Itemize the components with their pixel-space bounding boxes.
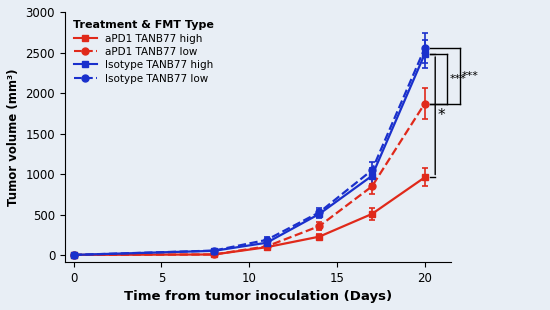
Y-axis label: Tumor volume (mm³): Tumor volume (mm³) (7, 68, 20, 206)
X-axis label: Time from tumor inoculation (Days): Time from tumor inoculation (Days) (124, 290, 392, 303)
Legend: aPD1 TANB77 high, aPD1 TANB77 low, Isotype TANB77 high, Isotype TANB77 low: aPD1 TANB77 high, aPD1 TANB77 low, Isoty… (70, 17, 217, 87)
Text: *: * (438, 108, 446, 123)
Text: ***: *** (449, 74, 466, 84)
Text: ***: *** (462, 71, 478, 81)
